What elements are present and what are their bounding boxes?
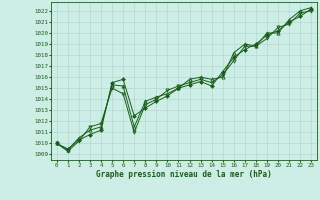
X-axis label: Graphe pression niveau de la mer (hPa): Graphe pression niveau de la mer (hPa) — [96, 170, 272, 179]
